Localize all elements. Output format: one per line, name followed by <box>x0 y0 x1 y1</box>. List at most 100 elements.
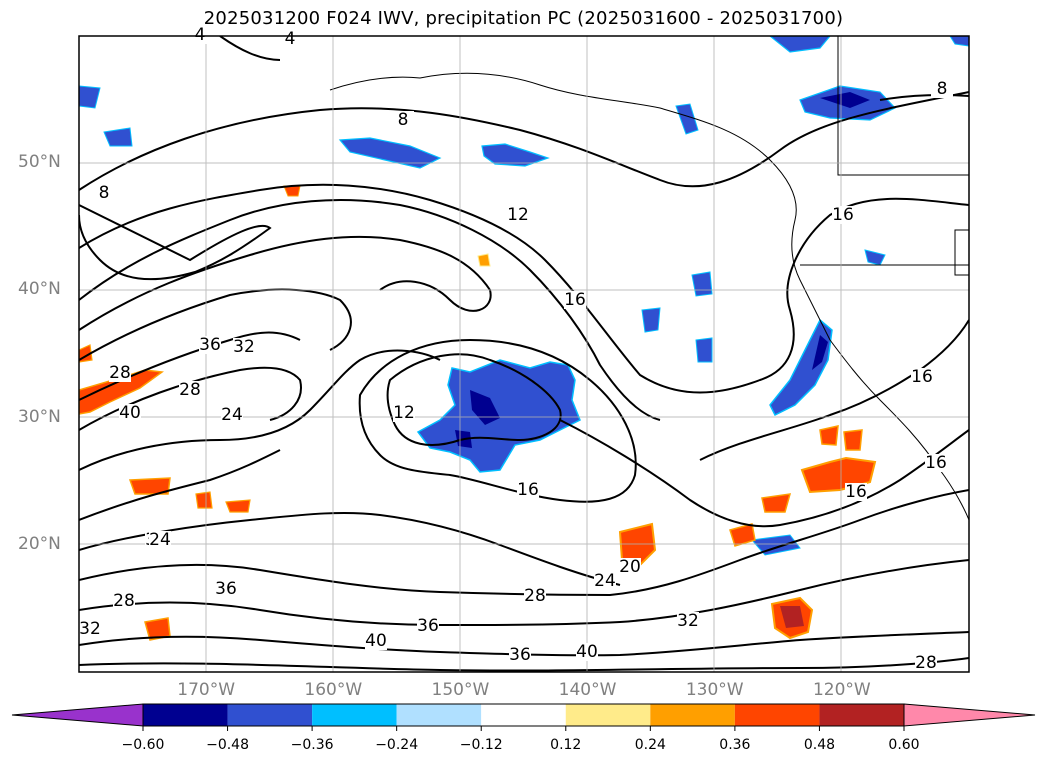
contour-label: 40 <box>365 631 387 651</box>
contour-label: 8 <box>99 183 110 203</box>
colorbar-segment <box>312 704 397 726</box>
colorbar-tick-label: 0.24 <box>634 737 666 753</box>
contour-label-bg <box>517 481 539 499</box>
plot-title: 2025031200 F024 IWV, precipitation PC (2… <box>203 8 844 29</box>
colorbar-tick-label: 0.48 <box>803 737 836 753</box>
longitude-label: 140°W <box>558 680 617 700</box>
contour-label-bg <box>677 612 699 630</box>
contour-label: 16 <box>517 480 539 500</box>
contour-label-bg <box>189 26 211 44</box>
colorbar-tick-label: −0.48 <box>206 737 249 753</box>
contour-label: 16 <box>845 482 867 502</box>
longitude-label: 130°W <box>685 680 744 700</box>
contour-label-bg <box>915 654 937 672</box>
longitude-label: 170°W <box>177 680 236 700</box>
colorbar-segment <box>650 704 735 726</box>
gridlines <box>79 36 969 672</box>
latitude-label: 50°N <box>18 152 61 173</box>
contour-label: 4 <box>285 29 296 49</box>
latitude-label: 30°N <box>18 406 61 427</box>
contour-label: 20 <box>619 557 641 577</box>
contour-label: 36 <box>509 645 531 665</box>
contour-label-bg <box>199 336 221 354</box>
contour-label: 16 <box>832 205 854 225</box>
contour-label-bg <box>931 80 953 98</box>
contour-label: 16 <box>564 290 586 310</box>
colorbar-tick-label: −0.12 <box>459 737 503 753</box>
contour-label: 28 <box>915 653 937 673</box>
contour-label: 28 <box>109 363 131 383</box>
coastlines <box>329 36 969 521</box>
contour-label-bg <box>119 404 141 422</box>
colorbar-tick-label: 0.36 <box>719 737 751 753</box>
contour-label: 36 <box>199 335 221 355</box>
contour-label-bg <box>832 206 854 224</box>
contour-label: 16 <box>911 367 933 387</box>
colorbar-extend-low <box>11 703 144 727</box>
contour-label-bg <box>507 206 529 224</box>
contour-label-bg <box>576 643 598 661</box>
contour-labels: 4 488121216161616162024242828282828323232… <box>79 25 953 673</box>
longitude-label: 150°W <box>431 680 490 700</box>
colorbar-tick-label: −0.36 <box>290 737 334 753</box>
contour-label: 24 <box>149 530 171 550</box>
precipitation-anomaly-fill <box>79 36 969 641</box>
contour-label-bg <box>392 111 414 129</box>
colorbar-tick-label: −0.60 <box>121 737 165 753</box>
contour-label-bg <box>79 620 101 638</box>
contour-label: 24 <box>221 405 243 425</box>
contour-label: 8 <box>937 79 948 99</box>
contour-label: 28 <box>113 591 135 611</box>
longitude-label: 120°W <box>812 680 871 700</box>
colorbar-extend-high <box>903 703 1036 727</box>
contour-label: 32 <box>677 611 699 631</box>
coastal-negative-band <box>769 318 833 417</box>
contour-label-bg <box>564 291 586 309</box>
contour-label-bg <box>109 364 131 382</box>
contour-label: 36 <box>417 616 439 636</box>
contour-label-bg <box>113 592 135 610</box>
colorbar-segment <box>819 704 904 726</box>
contour-label: 16 <box>925 453 947 473</box>
contour-label-bg <box>911 368 933 386</box>
contour-label: 8 <box>398 110 409 130</box>
colorbar-tick-label: 0.12 <box>550 737 582 753</box>
contour-label-bg <box>215 580 237 598</box>
contour-label: 28 <box>524 586 546 606</box>
contour-label: 12 <box>507 205 529 225</box>
latitude-label: 40°N <box>18 279 61 300</box>
colorbar-segment <box>565 704 651 726</box>
contour-label-bg <box>365 632 387 650</box>
colorbar-segment <box>481 704 566 726</box>
contour-label: 32 <box>233 337 255 357</box>
contour-label: 40 <box>576 642 598 662</box>
contour-label-bg <box>93 184 115 202</box>
contour-label-bg <box>845 483 867 501</box>
contour-label: 12 <box>393 403 415 423</box>
contour-label-bg <box>149 531 171 549</box>
colorbar-frame <box>142 703 905 727</box>
contour-label-bg <box>619 558 641 576</box>
colorbar-segment <box>396 704 482 726</box>
contour-label-bg <box>524 587 546 605</box>
colorbar-segment <box>734 704 820 726</box>
colorbar-segment <box>227 704 313 726</box>
longitude-label: 160°W <box>304 680 363 700</box>
colorbar-tick-label: −0.24 <box>375 737 419 753</box>
contour-label: 24 <box>594 571 616 591</box>
contour-label-bg <box>594 572 616 590</box>
contour-label-bg <box>179 381 201 399</box>
colorbar-tick-label: 0.60 <box>888 737 920 753</box>
contour-label: 4 <box>195 25 206 45</box>
contour-label-bg <box>509 646 531 664</box>
contour-label: 40 <box>119 403 141 423</box>
contour-label: 32 <box>79 619 101 639</box>
colorbar-segment <box>143 704 228 726</box>
contour-label: 36 <box>215 579 237 599</box>
colorbar <box>11 703 1036 731</box>
contour-label: 28 <box>179 380 201 400</box>
contour-label-bg <box>233 338 255 356</box>
contour-label-bg <box>221 406 243 424</box>
latitude-label: 20°N <box>18 533 61 554</box>
